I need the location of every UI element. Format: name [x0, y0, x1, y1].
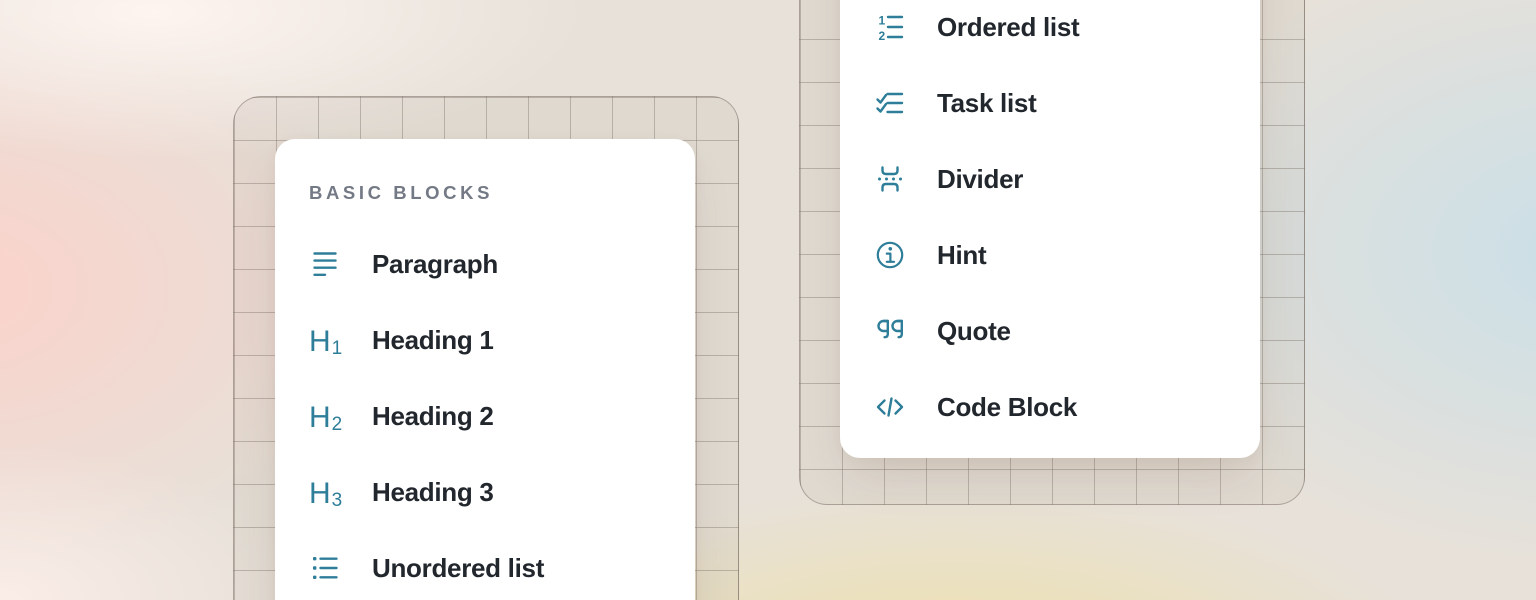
- more-blocks-items: 1 2 Ordered list Task list: [874, 0, 1240, 445]
- menu-item-unordered-list[interactable]: Unordered list: [309, 530, 675, 600]
- svg-text:1: 1: [879, 14, 886, 28]
- menu-item-label: Quote: [937, 315, 1011, 346]
- menu-item-heading-2[interactable]: H 2 Heading 2: [309, 378, 675, 454]
- menu-item-heading-1[interactable]: H 1 Heading 1: [309, 302, 675, 378]
- heading-3-icon: H 3: [309, 477, 343, 511]
- menu-item-ordered-list[interactable]: 1 2 Ordered list: [874, 0, 1240, 65]
- menu-item-label: Heading 1: [372, 324, 494, 355]
- menu-item-divider[interactable]: Divider: [874, 141, 1240, 217]
- hint-icon: [874, 239, 906, 271]
- heading-1-icon: H 1: [309, 325, 343, 359]
- menu-item-task-list[interactable]: Task list: [874, 65, 1240, 141]
- menu-item-code-block[interactable]: Code Block: [874, 369, 1240, 445]
- svg-text:2: 2: [879, 29, 886, 43]
- basic-blocks-header: BASIC BLOCKS: [309, 182, 494, 203]
- basic-blocks-menu: BASIC BLOCKS Paragraph H 1: [275, 139, 695, 600]
- menu-item-label: Code Block: [937, 391, 1078, 422]
- menu-item-label: Paragraph: [372, 248, 498, 279]
- menu-item-label: Unordered list: [372, 552, 545, 583]
- menu-item-label: Heading 2: [372, 400, 494, 431]
- menu-item-label: Ordered list: [937, 11, 1080, 42]
- menu-item-heading-3[interactable]: H 3 Heading 3: [309, 454, 675, 530]
- quote-icon: [874, 315, 906, 347]
- menu-item-label: Hint: [937, 239, 987, 270]
- ordered-list-icon: 1 2: [874, 11, 906, 43]
- unordered-list-icon: [309, 552, 341, 584]
- menu-item-quote[interactable]: Quote: [874, 293, 1240, 369]
- code-block-icon: [874, 391, 906, 423]
- divider-icon: [874, 163, 906, 195]
- menu-item-label: Heading 3: [372, 476, 494, 507]
- more-blocks-menu: 1 2 Ordered list Task list: [840, 0, 1260, 458]
- task-list-icon: [874, 87, 906, 119]
- basic-blocks-items: Paragraph H 1 Heading 1 H 2 Heading 2 H: [309, 226, 675, 600]
- heading-2-icon: H 2: [309, 401, 343, 435]
- menu-item-label: Divider: [937, 163, 1024, 194]
- menu-item-paragraph[interactable]: Paragraph: [309, 226, 675, 302]
- menu-item-hint[interactable]: Hint: [874, 217, 1240, 293]
- menu-item-label: Task list: [937, 87, 1037, 118]
- paragraph-icon: [309, 248, 341, 280]
